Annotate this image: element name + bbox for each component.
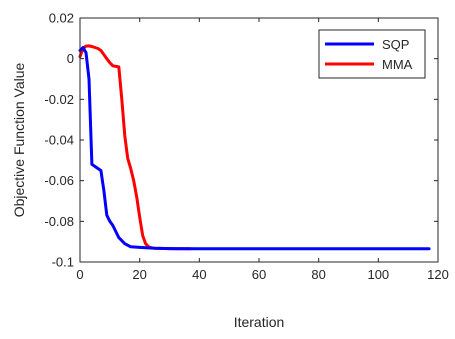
y-tick-label: 0: [67, 51, 74, 66]
x-tick-label: 120: [427, 267, 449, 282]
x-tick-label: 20: [132, 267, 146, 282]
series-line-mma: [78, 44, 192, 251]
y-tick-label: -0.08: [44, 214, 74, 229]
x-tick-label: 0: [76, 267, 83, 282]
y-tick-label: 0.02: [49, 11, 74, 26]
y-tick-label: -0.06: [44, 173, 74, 188]
legend-label-mma: MMA: [382, 57, 413, 72]
x-tick-label: 100: [367, 267, 389, 282]
x-tick-label: 60: [252, 267, 266, 282]
legend: SQP MMA: [318, 29, 426, 79]
legend-box: [318, 29, 426, 79]
y-tick-label: -0.02: [44, 92, 74, 107]
x-tick-label: 40: [192, 267, 206, 282]
legend-label-sqp: SQP: [382, 37, 409, 52]
x-axis-label: Iteration: [234, 314, 285, 330]
x-tick-label: 80: [311, 267, 325, 282]
series-line-sqp: [78, 46, 431, 251]
y-tick-label: -0.04: [44, 133, 74, 148]
y-axis-label: Objective Function Value: [11, 62, 27, 217]
y-tick-label: -0.1: [52, 255, 74, 270]
